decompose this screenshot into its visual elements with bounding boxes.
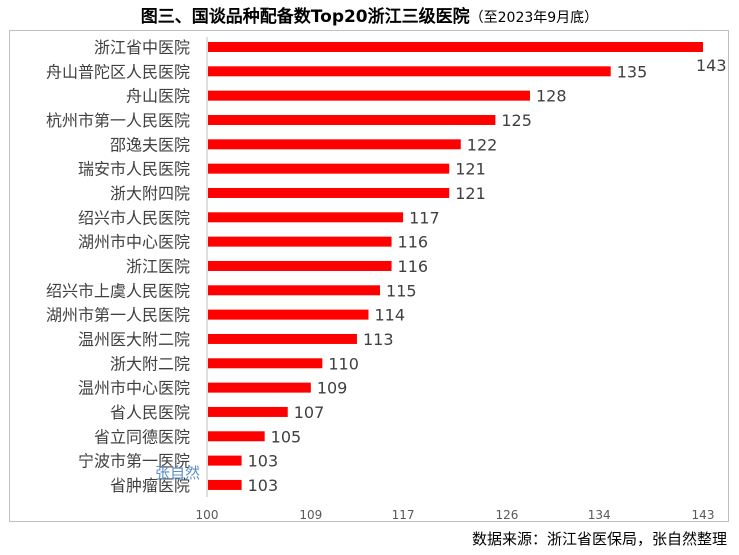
chart-frame [9, 30, 729, 522]
category-label: 瑞安市人民医院 [78, 160, 190, 179]
bar [208, 431, 265, 442]
category-label: 绍兴市上虞人民医院 [46, 281, 190, 300]
bar [208, 114, 496, 125]
bar [208, 212, 404, 223]
chart-title-sub: （至2023年9月底） [469, 10, 599, 26]
category-label: 浙大附二院 [110, 354, 190, 373]
bar [208, 455, 242, 466]
category-label: 浙江省中医院 [94, 38, 190, 57]
x-tick-label: 126 [495, 508, 518, 522]
data-label: 128 [536, 87, 567, 106]
data-label: 116 [398, 233, 429, 252]
bar [208, 90, 530, 101]
bar [208, 163, 450, 174]
category-label: 浙大附四院 [110, 184, 190, 203]
source-note: 数据来源：浙江省医保局，张自然整理 [471, 530, 727, 548]
category-label: 绍兴市人民医院 [78, 208, 190, 227]
bar [208, 406, 288, 417]
data-label: 121 [455, 184, 486, 203]
data-label: 143 [696, 56, 727, 75]
data-label: 110 [328, 354, 359, 373]
bar [208, 309, 369, 320]
category-label: 邵逸夫医院 [110, 135, 190, 154]
data-label: 117 [409, 208, 440, 227]
bar [208, 358, 323, 369]
category-label: 宁波市第一医院 [78, 452, 190, 471]
data-label: 125 [501, 111, 532, 130]
bar [208, 42, 703, 52]
category-label: 湖州市中心医院 [78, 233, 190, 252]
data-label: 122 [467, 135, 498, 154]
bar [208, 382, 311, 393]
data-label: 109 [317, 379, 348, 398]
category-label: 舟山医院 [126, 87, 190, 106]
watermark: 张自然 [155, 464, 201, 482]
category-label: 湖州市第一人民医院 [46, 306, 190, 325]
category-label: 舟山普陀区人民医院 [46, 62, 190, 81]
bar [208, 236, 392, 247]
data-label: 115 [386, 281, 417, 300]
data-label: 135 [617, 62, 648, 81]
data-label: 121 [455, 160, 486, 179]
category-label: 杭州市第一人民医院 [46, 111, 190, 130]
data-label: 116 [398, 257, 429, 276]
bar [208, 333, 357, 344]
x-tick-label: 134 [588, 508, 611, 522]
category-label: 省立同德医院 [94, 427, 190, 446]
bar [208, 285, 381, 296]
x-tick-label: 100 [196, 508, 219, 522]
data-label: 105 [271, 427, 302, 446]
bar [208, 187, 450, 198]
x-tick-label: 143 [692, 508, 715, 522]
chart-title: 图三、国谈品种配备数Top20浙江三级医院（至2023年9月底） [0, 2, 739, 27]
category-label: 浙江医院 [126, 257, 190, 276]
category-label: 温州市中心医院 [78, 379, 190, 398]
chart-title-main: 图三、国谈品种配备数Top20浙江三级医院 [140, 7, 470, 27]
data-label: 103 [248, 476, 279, 495]
category-label: 省人民医院 [110, 403, 190, 422]
data-label: 107 [294, 403, 325, 422]
data-label: 103 [248, 452, 279, 471]
bar [208, 66, 611, 77]
data-label: 113 [363, 330, 394, 349]
bar [208, 139, 461, 150]
bar [208, 260, 392, 271]
data-label: 114 [374, 306, 405, 325]
category-label: 温州医大附二院 [78, 330, 190, 349]
category-label: 省肿瘤医院 [110, 476, 190, 495]
x-tick-label: 109 [299, 508, 322, 522]
bar [208, 479, 242, 490]
x-tick-label: 117 [392, 508, 415, 522]
